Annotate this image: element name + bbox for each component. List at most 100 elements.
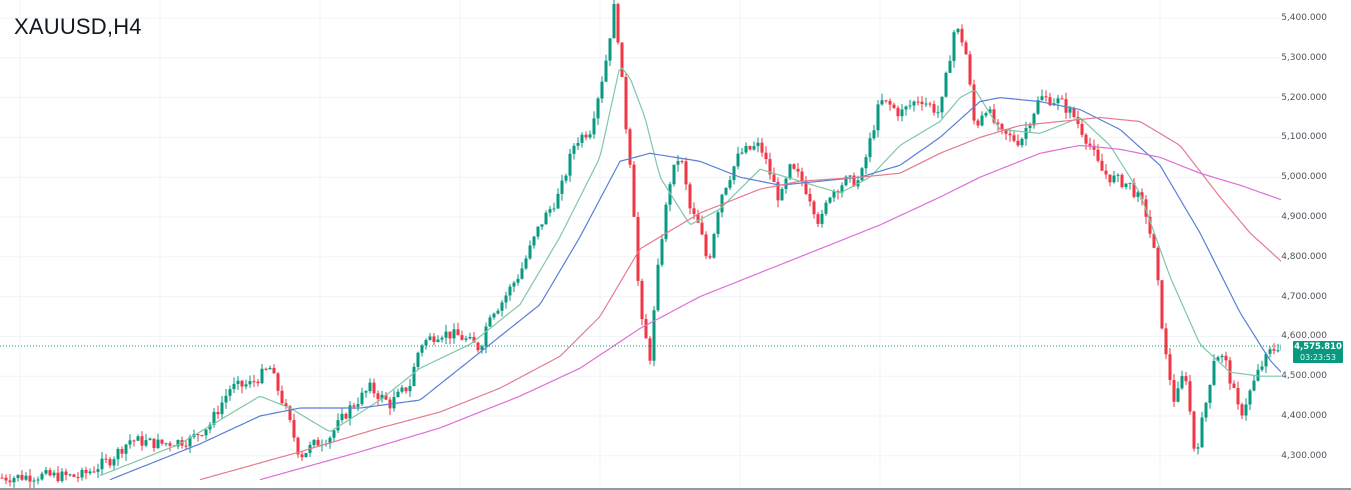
price-tick-label: 4,500.000 xyxy=(1281,371,1327,382)
candle xyxy=(0,473,4,479)
candle xyxy=(736,146,740,170)
candle xyxy=(596,96,600,126)
candle xyxy=(436,335,440,343)
candle xyxy=(112,456,116,471)
price-tick-label: 5,200.000 xyxy=(1281,92,1327,103)
candle xyxy=(348,401,352,426)
price-tick-label: 4,400.000 xyxy=(1281,411,1327,421)
price-axis[interactable]: 5,400.000 5,300.000 5,200.000 5,100.000 5,00… xyxy=(1281,0,1351,490)
candle xyxy=(488,314,492,328)
candle xyxy=(292,413,296,442)
candle xyxy=(1024,121,1028,146)
candle xyxy=(636,211,640,286)
candle xyxy=(396,388,400,398)
candle xyxy=(1256,364,1260,382)
candle xyxy=(544,210,548,225)
candle xyxy=(476,341,480,353)
candle xyxy=(1148,209,1152,238)
candle xyxy=(264,367,268,371)
bar-countdown: 03:23:53 xyxy=(1300,353,1336,363)
candle xyxy=(116,447,120,467)
candle xyxy=(336,413,340,434)
candle xyxy=(764,146,768,165)
candle xyxy=(96,463,100,478)
candle xyxy=(840,182,844,198)
candle xyxy=(1112,171,1116,184)
candle xyxy=(876,99,880,138)
candle xyxy=(852,172,856,188)
candle xyxy=(660,234,664,267)
candle xyxy=(284,398,288,410)
candle xyxy=(580,132,584,148)
candle xyxy=(828,196,832,204)
candle xyxy=(448,331,452,345)
candle xyxy=(1252,375,1256,392)
candle xyxy=(152,438,156,452)
candle xyxy=(160,439,164,446)
candle xyxy=(564,173,568,184)
candle xyxy=(412,363,416,387)
candle xyxy=(1036,96,1040,116)
candle xyxy=(920,96,924,111)
candle xyxy=(616,2,620,45)
candle xyxy=(272,364,276,374)
candle xyxy=(1260,360,1264,372)
candle xyxy=(36,476,40,485)
candle xyxy=(256,379,260,387)
candle xyxy=(944,71,948,98)
candle xyxy=(440,335,444,343)
candle xyxy=(756,137,760,153)
candle xyxy=(240,380,244,394)
candle xyxy=(552,202,556,213)
candle xyxy=(640,278,644,326)
candle xyxy=(648,336,652,365)
candle xyxy=(44,466,48,476)
candle xyxy=(388,396,392,415)
current-price-badge: 4,575.810 03:23:53 xyxy=(1293,341,1343,364)
candle xyxy=(536,226,540,240)
moving-average-line xyxy=(199,116,1284,481)
moving-average-line xyxy=(259,145,1284,481)
candle xyxy=(260,364,264,385)
moving-average-line xyxy=(109,97,1284,481)
candle xyxy=(1272,343,1276,355)
candle xyxy=(516,274,520,286)
candle xyxy=(548,205,552,217)
time-axis-border xyxy=(0,488,1351,490)
candle xyxy=(628,127,632,169)
price-tick-label: 5,100.000 xyxy=(1281,132,1327,143)
candle xyxy=(620,42,624,78)
candle xyxy=(1108,174,1112,187)
candle xyxy=(1100,153,1104,171)
candle xyxy=(1176,381,1180,403)
candle xyxy=(1276,343,1280,353)
candle xyxy=(1000,123,1004,135)
candle xyxy=(196,433,200,442)
candle xyxy=(996,119,1000,131)
candle xyxy=(1132,178,1136,199)
candle xyxy=(1084,132,1088,150)
candle xyxy=(300,451,304,461)
candle xyxy=(456,322,460,336)
candle xyxy=(992,104,996,125)
candle xyxy=(812,200,816,219)
candle xyxy=(500,300,504,317)
candle xyxy=(1240,402,1244,420)
candle xyxy=(56,466,60,483)
candle xyxy=(912,100,916,112)
candle xyxy=(52,470,56,478)
candle xyxy=(664,202,668,242)
candle xyxy=(532,235,536,249)
candle xyxy=(16,474,20,482)
candle xyxy=(68,473,72,477)
candle xyxy=(1264,352,1268,374)
candle xyxy=(720,193,724,218)
candle xyxy=(976,118,980,129)
candle xyxy=(968,50,972,87)
candle xyxy=(232,377,236,394)
candle xyxy=(8,474,12,487)
candle xyxy=(512,280,516,293)
candle xyxy=(1124,183,1128,190)
